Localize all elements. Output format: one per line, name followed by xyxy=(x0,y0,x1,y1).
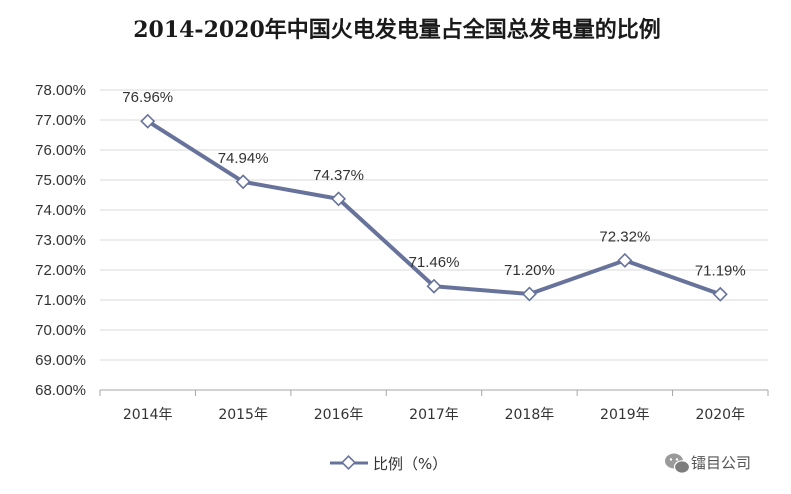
x-axis-ticks: 2014年 2015年 2016年 2017年 2018年 2019年 2020年 xyxy=(123,407,745,423)
wechat-icon xyxy=(665,453,691,474)
legend-label: 比例（%） xyxy=(373,455,447,473)
y-tick-label: 69.00% xyxy=(35,352,86,369)
data-label: 76.96% xyxy=(122,89,173,106)
data-point-marker xyxy=(235,174,251,190)
y-tick-label: 73.00% xyxy=(35,232,86,249)
y-axis-ticks: 78.00% 77.00% 76.00% 75.00% 74.00% 73.00% 72.0… xyxy=(35,82,86,399)
y-tick-label: 76.00% xyxy=(35,142,86,159)
watermark-text: 镭目公司 xyxy=(691,454,751,472)
chart-title: 2014-2020年中国火电发电量占全国总发电量的比例 xyxy=(133,17,661,43)
y-tick-label: 78.00% xyxy=(35,82,86,99)
data-point-marker xyxy=(140,113,156,129)
grid-lines xyxy=(100,89,768,361)
y-tick-label: 77.00% xyxy=(35,112,86,129)
legend-diamond-marker xyxy=(341,455,356,470)
x-tick-label: 2015年 xyxy=(218,407,268,423)
x-tick-label: 2014年 xyxy=(123,407,173,423)
watermark: 镭目公司 xyxy=(665,453,751,474)
x-axis xyxy=(99,389,769,396)
y-tick-label: 75.00% xyxy=(35,172,86,189)
x-tick-label: 2017年 xyxy=(409,407,459,423)
legend: 比例（%） xyxy=(330,455,447,473)
data-point-marker xyxy=(426,278,442,294)
data-label: 74.37% xyxy=(313,167,364,184)
x-tick-label: 2016年 xyxy=(314,407,364,423)
y-tick-label: 68.00% xyxy=(35,382,86,399)
data-label: 71.20% xyxy=(504,262,555,279)
series-group xyxy=(140,113,728,302)
y-tick-label: 74.00% xyxy=(35,202,86,219)
y-tick-label: 72.00% xyxy=(35,262,86,279)
data-point-marker xyxy=(521,286,537,302)
y-tick-label: 70.00% xyxy=(35,322,86,339)
data-label: 71.46% xyxy=(409,254,460,271)
data-label: 71.19% xyxy=(695,262,746,279)
data-point-marker xyxy=(617,252,633,268)
x-tick-label: 2018年 xyxy=(505,407,555,423)
data-labels: 76.96% 74.94% 74.37% 71.46% 71.20% 72.32% 71.1… xyxy=(122,89,745,279)
data-point-marker xyxy=(331,191,347,207)
x-tick-label: 2019年 xyxy=(600,407,650,423)
x-tick-label: 2020年 xyxy=(695,407,745,423)
y-tick-label: 71.00% xyxy=(35,292,86,309)
data-point-marker xyxy=(712,286,728,302)
data-label: 74.94% xyxy=(218,150,269,167)
data-label: 72.32% xyxy=(599,228,650,245)
